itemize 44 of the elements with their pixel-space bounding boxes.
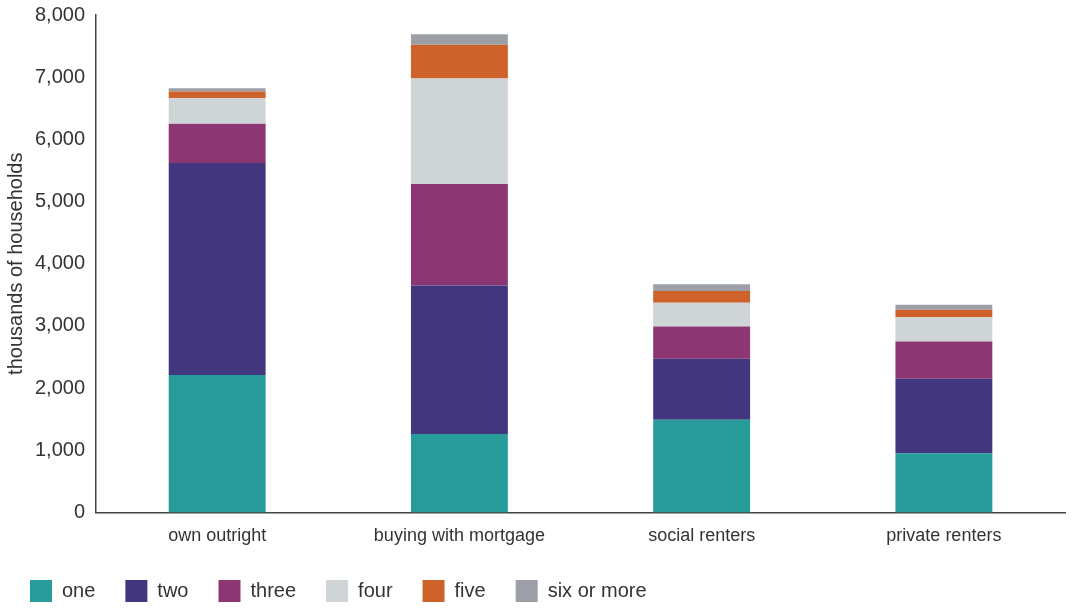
legend-label: six or more <box>547 578 647 601</box>
x-tick-label: social renters <box>648 525 756 546</box>
bar <box>168 374 266 513</box>
legend-label: one <box>62 578 96 601</box>
legend-label: four <box>358 578 393 601</box>
bar <box>410 44 508 79</box>
y-tick-label: 6,000 <box>34 126 86 149</box>
bar <box>168 123 266 163</box>
bar <box>168 88 266 92</box>
y-tick-label: 3,000 <box>34 313 86 336</box>
bar <box>410 78 508 185</box>
y-tick-label: 7,000 <box>34 64 86 87</box>
bar <box>168 162 266 375</box>
bar <box>895 453 993 513</box>
y-axis-title: thousands of households <box>3 152 26 375</box>
y-tick-label: 1,000 <box>34 437 86 460</box>
bar <box>895 378 993 454</box>
bar <box>410 34 508 45</box>
y-tick-label: 0 <box>73 499 86 522</box>
bar <box>653 284 751 292</box>
x-tick-label: private renters <box>886 525 1002 546</box>
legend-label: two <box>157 578 189 601</box>
bar <box>653 326 751 359</box>
bar <box>653 302 751 327</box>
bar <box>653 419 751 513</box>
x-tick-label: own outright <box>168 525 267 546</box>
bar <box>410 285 508 435</box>
bar <box>895 309 993 318</box>
bar <box>168 98 266 124</box>
legend-label: five <box>454 578 486 601</box>
bar <box>895 304 993 310</box>
bar <box>653 358 751 420</box>
y-tick-label: 5,000 <box>34 189 86 212</box>
y-tick-label: 8,000 <box>34 2 86 25</box>
legend-label: three <box>250 578 297 601</box>
bar <box>895 317 993 342</box>
bar <box>895 341 993 379</box>
bar <box>410 434 508 513</box>
y-tick-label: 2,000 <box>34 375 86 398</box>
y-tick-label: 4,000 <box>34 251 86 274</box>
x-tick-label: buying with mortgage <box>373 525 545 546</box>
bar <box>168 91 266 99</box>
bar <box>410 184 508 286</box>
bar <box>653 291 751 303</box>
